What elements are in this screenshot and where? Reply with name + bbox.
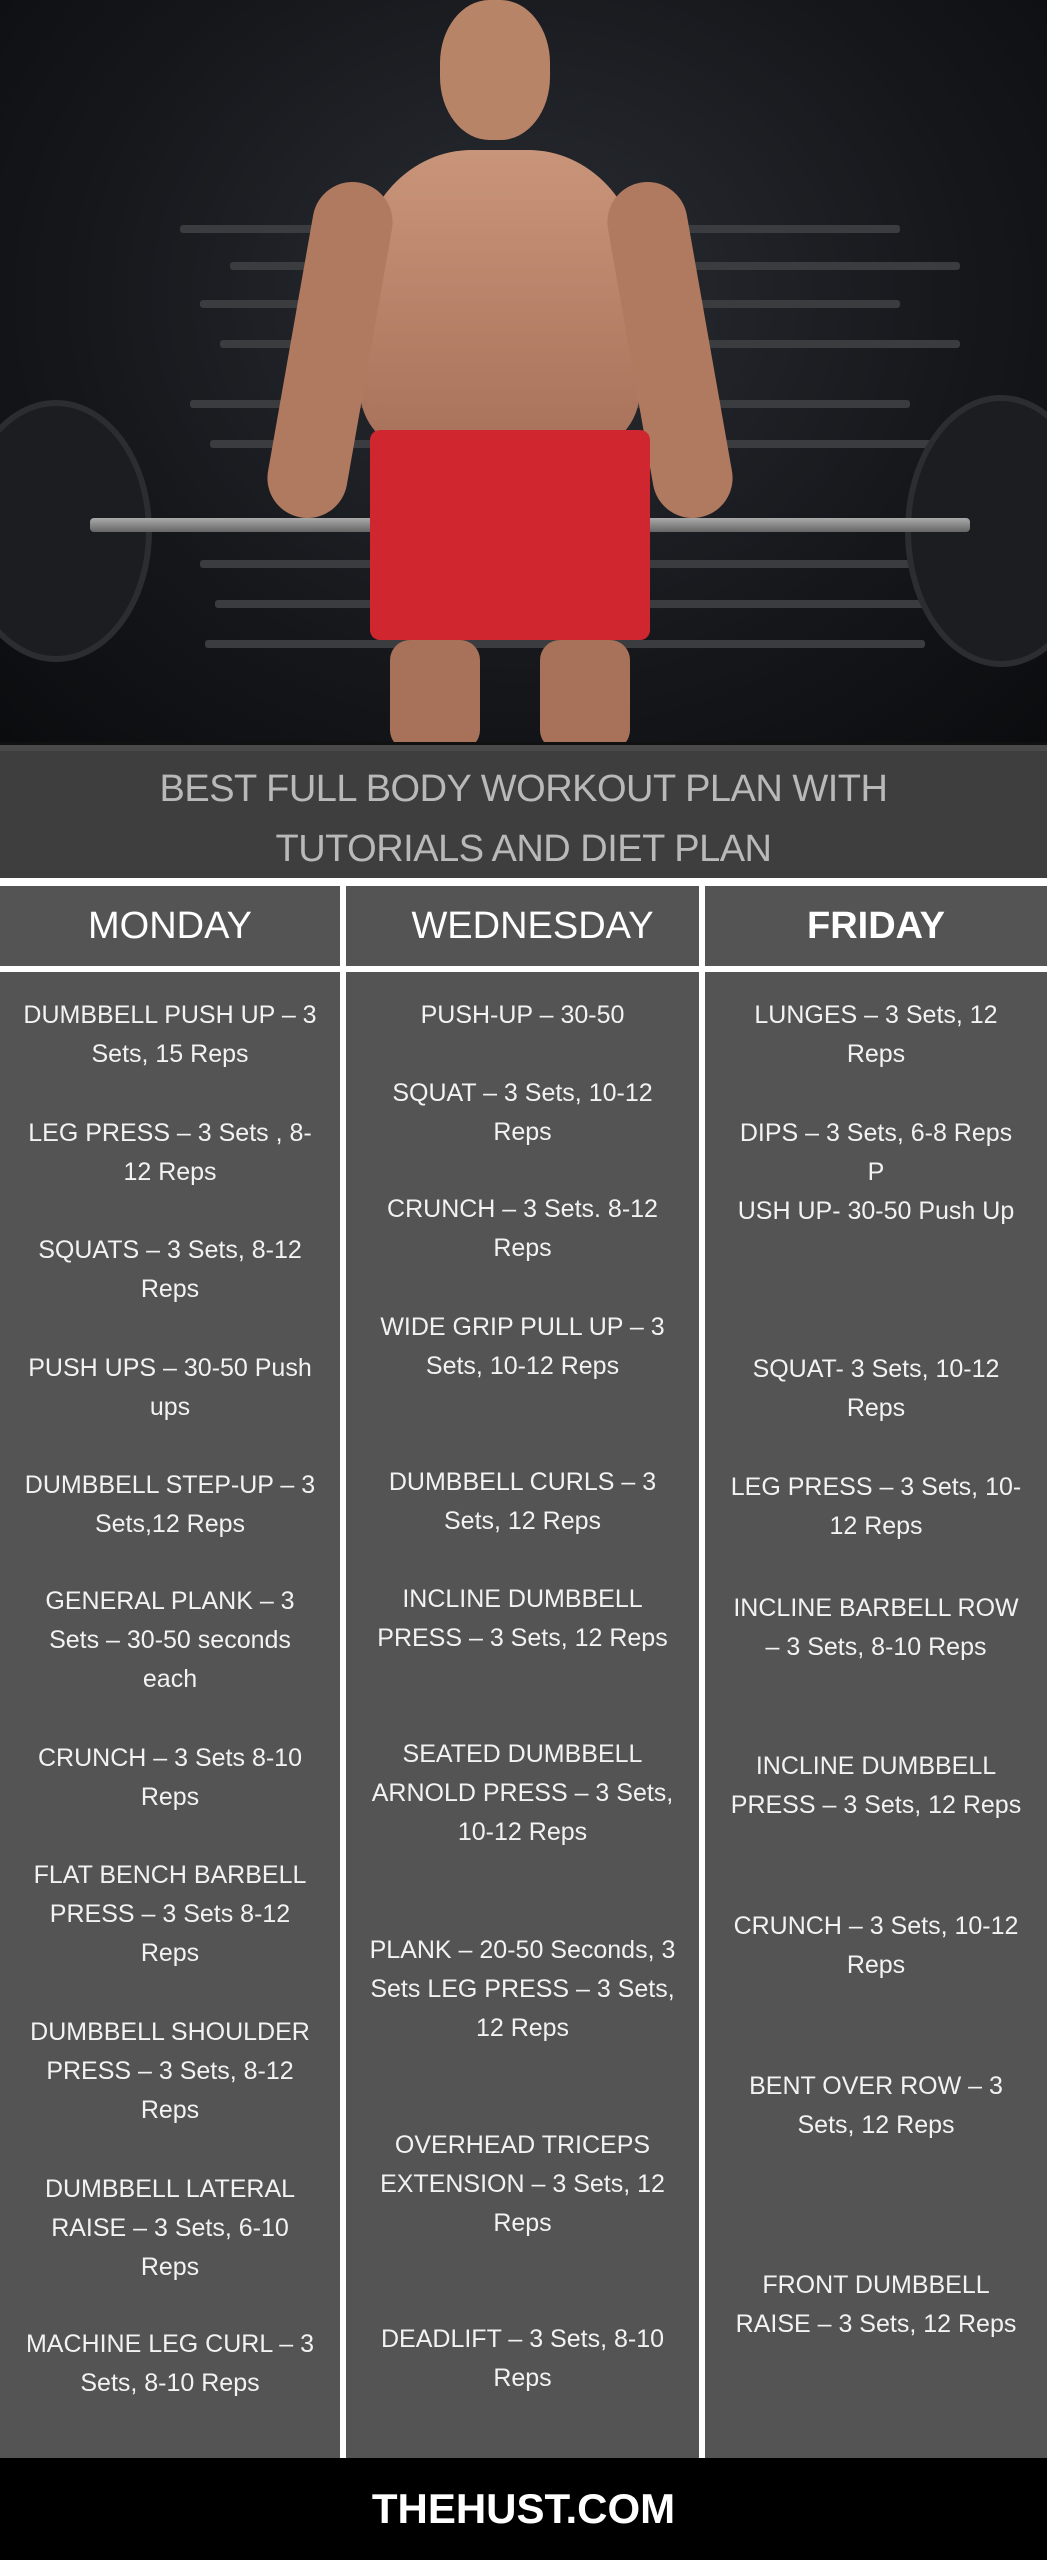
header-wednesday: WEDNESDAY (346, 886, 699, 966)
exercise-item: SEATED DUMBBELL ARNOLD PRESS – 3 Sets, 1… (371, 1740, 674, 1846)
hero-photo-athlete-deadlift (0, 0, 1047, 742)
exercise-item: FLAT BENCH BARBELL PRESS – 3 Sets 8-12 R… (33, 1861, 307, 1967)
exercise-item: LEG PRESS – 3 Sets, 10-12 Reps (730, 1473, 1022, 1540)
exercise-item: GENERAL PLANK – 3 Sets – 30-50 seconds e… (45, 1587, 295, 1693)
page-title: BEST FULL BODY WORKOUT PLAN WITH TUTORIA… (0, 759, 1047, 879)
header-monday: MONDAY (0, 886, 340, 966)
exercise-item: PUSH UPS – 30-50 Push ups (28, 1354, 312, 1421)
header-label: MONDAY (88, 905, 252, 947)
exercise-item: SQUAT – 3 Sets, 10-12 Reps (392, 1079, 653, 1146)
title-banner: BEST FULL BODY WORKOUT PLAN WITH TUTORIA… (0, 745, 1047, 878)
exercise-item: FRONT DUMBBELL RAISE – 3 Sets, 12 Reps (735, 2271, 1017, 2338)
monday-column: DUMBBELL PUSH UP – 3 Sets, 15 Reps LEG PR… (0, 972, 340, 2458)
workout-table: MONDAY WEDNESDAY FRIDAY DUMBBELL PUSH UP… (0, 878, 1047, 2458)
exercise-item: LUNGES – 3 Sets, 12 Reps (754, 1001, 998, 1068)
exercise-item: WIDE GRIP PULL UP – 3 Sets, 10-12 Reps (380, 1313, 665, 1380)
exercise-item: PUSH-UP – 30-50 (420, 1001, 625, 1029)
exercise-item: DIPS – 3 Sets, 6-8 Reps P USH UP- 30-50 … (737, 1119, 1015, 1225)
wednesday-column: PUSH-UP – 30-50 SQUAT – 3 Sets, 10-12 Rep… (346, 972, 699, 2458)
exercise-item: DUMBBELL SHOULDER PRESS – 3 Sets, 8-12 R… (30, 2018, 310, 2124)
header-friday: FRIDAY (705, 886, 1047, 966)
exercise-item: CRUNCH – 3 Sets 8-10 Reps (38, 1744, 302, 1811)
exercise-item: CRUNCH – 3 Sets. 8-12 Reps (387, 1195, 658, 1262)
title-line-1: BEST FULL BODY WORKOUT PLAN WITH (159, 768, 888, 810)
exercise-item: CRUNCH – 3 Sets, 10-12 Reps (733, 1912, 1019, 1979)
friday-column: LUNGES – 3 Sets, 12 Reps DIPS – 3 Sets, 6… (705, 972, 1047, 2458)
exercise-item: DUMBBELL LATERAL RAISE – 3 Sets, 6-10 Re… (44, 2175, 296, 2281)
header-label: FRIDAY (807, 905, 945, 947)
exercise-item: DUMBBELL PUSH UP – 3 Sets, 15 Reps (23, 1001, 317, 1068)
exercise-item: LEG PRESS – 3 Sets , 8-12 Reps (28, 1119, 312, 1186)
site-name: THEHUST.COM (371, 2485, 676, 2532)
exercise-item: DUMBBELL STEP-UP – 3 Sets,12 Reps (24, 1471, 316, 1538)
header-label: WEDNESDAY (411, 905, 654, 947)
exercise-item: MACHINE LEG CURL – 3 Sets, 8-10 Reps (25, 2330, 315, 2397)
exercise-item: DEADLIFT – 3 Sets, 8-10 Reps (381, 2325, 664, 2392)
exercise-item: DUMBBELL CURLS – 3 Sets, 12 Reps (388, 1468, 657, 1535)
title-line-2: TUTORIALS AND DIET PLAN (275, 828, 772, 870)
footer-site: THEHUST.COM (0, 2458, 1047, 2560)
exercise-item: INCLINE DUMBBELL PRESS – 3 Sets, 12 Reps (730, 1752, 1022, 1819)
exercise-item: BENT OVER ROW – 3 Sets, 12 Reps (749, 2072, 1003, 2139)
exercise-item: INCLINE DUMBBELL PRESS – 3 Sets, 12 Reps (377, 1585, 668, 1652)
exercise-item: PLANK – 20-50 Seconds, 3 Sets LEG PRESS … (369, 1936, 676, 2042)
exercise-item: SQUAT- 3 Sets, 10-12 Reps (752, 1355, 1000, 1422)
exercise-item: SQUATS – 3 Sets, 8-12 Reps (38, 1236, 302, 1303)
exercise-item: INCLINE BARBELL ROW – 3 Sets, 8-10 Reps (733, 1594, 1019, 1661)
exercise-item: OVERHEAD TRICEPS EXTENSION – 3 Sets, 12 … (380, 2131, 665, 2237)
